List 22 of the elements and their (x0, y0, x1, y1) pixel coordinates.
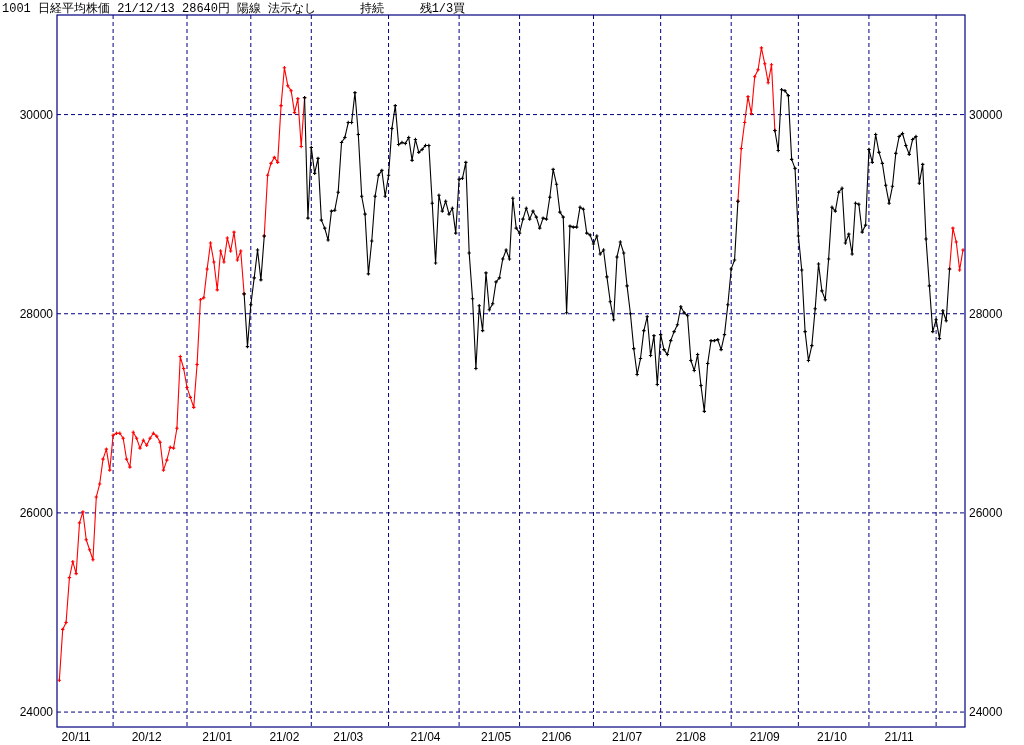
x-tick-label: 20/11 (61, 730, 92, 744)
y-tick-label: 24000 (19, 705, 54, 720)
y2-tick-label: 24000 (969, 705, 1003, 720)
x-tick-label: 21/08 (675, 730, 707, 744)
x-tick-label: 21/03 (333, 730, 364, 744)
x-tick-label: 21/10 (816, 730, 848, 744)
x-tick-label: 21/05 (481, 730, 512, 744)
x-tick-label: 20/12 (131, 730, 163, 744)
y2-tick-label: 28000 (969, 306, 1003, 321)
chart-title: 1001 日経平均株価 21/12/13 28640円 陽線 法示なし 持続 残1/3買 (2, 2, 466, 16)
x-tick-label: 21/04 (410, 730, 441, 744)
x-tick-label: 21/11 (884, 730, 915, 744)
y2-tick-label: 30000 (969, 107, 1003, 122)
x-tick-label: 21/02 (269, 730, 300, 744)
x-tick-label: 21/07 (612, 730, 643, 744)
y2-tick-label: 26000 (969, 505, 1003, 520)
x-tick-label: 21/06 (541, 730, 572, 744)
y-tick-label: 28000 (19, 306, 54, 321)
y-tick-label: 26000 (19, 505, 54, 520)
x-tick-label: 21/01 (202, 730, 233, 744)
x-tick-label: 21/09 (749, 730, 781, 744)
y-tick-label: 30000 (19, 107, 54, 122)
